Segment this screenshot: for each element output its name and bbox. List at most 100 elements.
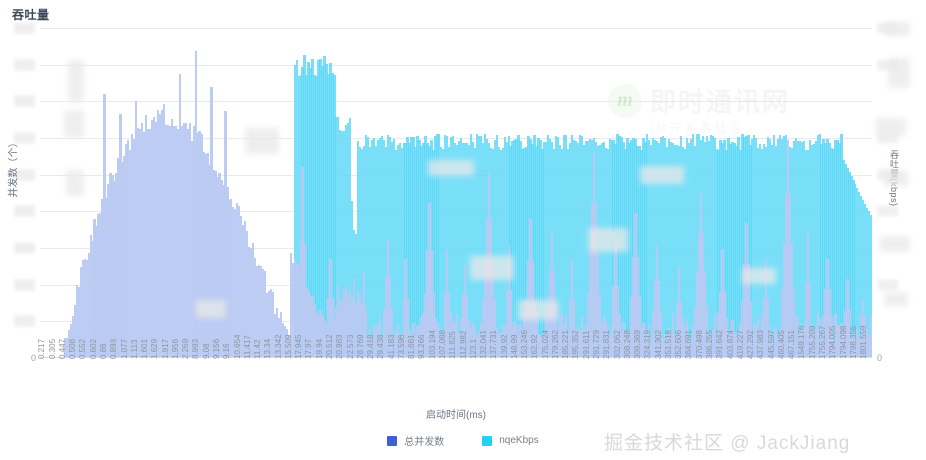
bar-concurrency xyxy=(281,323,284,358)
bar-concurrency xyxy=(501,324,504,358)
bar-nqekbps xyxy=(638,146,641,358)
bar-nqekbps xyxy=(493,139,496,358)
bar-concurrency xyxy=(162,103,166,358)
bar-concurrency xyxy=(598,292,601,358)
x-axis-tick-label: 0.305 xyxy=(47,338,57,359)
bar-concurrency xyxy=(683,325,687,358)
bar-nqekbps xyxy=(564,135,568,358)
x-axis-tick-label: 11.42 xyxy=(253,339,263,359)
bar-concurrency xyxy=(378,317,382,358)
x-axis-tick-label: 17.97 xyxy=(304,338,314,359)
bar-nqekbps xyxy=(457,140,461,358)
bar-concurrency xyxy=(792,288,796,358)
bar-concurrency xyxy=(511,325,514,358)
bar-concurrency xyxy=(525,299,528,358)
bar-nqekbps xyxy=(533,135,536,358)
bar-concurrency xyxy=(671,313,675,358)
bar-concurrency xyxy=(537,334,540,358)
bar-nqekbps xyxy=(650,145,653,358)
bar-concurrency xyxy=(396,323,399,358)
bar-nqekbps xyxy=(416,135,419,358)
bar-concurrency xyxy=(695,270,699,358)
bar-nqekbps xyxy=(578,135,582,358)
bar-concurrency xyxy=(630,296,633,358)
bar-concurrency xyxy=(242,224,245,358)
bar-nqekbps xyxy=(515,138,518,358)
legend-item-nqekbps[interactable]: nqeKbps xyxy=(482,435,539,446)
legend-item-concurrency[interactable]: 总并发数 xyxy=(387,433,444,448)
bar-nqekbps xyxy=(731,141,734,358)
chart-title: 吞吐量 xyxy=(12,8,50,22)
bar-nqekbps xyxy=(412,136,415,358)
bar-concurrency xyxy=(551,232,554,358)
bar-concurrency xyxy=(719,292,722,358)
bar-concurrency xyxy=(246,231,249,358)
bar-concurrency xyxy=(89,235,92,358)
bar-concurrency xyxy=(798,332,802,358)
bar-nqekbps xyxy=(349,117,352,358)
bar-concurrency xyxy=(440,334,443,358)
bar-concurrency xyxy=(160,109,164,358)
bar-concurrency xyxy=(751,334,754,358)
bar-nqekbps xyxy=(473,147,477,358)
bar-concurrency xyxy=(665,338,669,358)
bar-nqekbps xyxy=(695,133,699,358)
bar-concurrency xyxy=(253,257,257,358)
bar-nqekbps xyxy=(380,136,384,358)
bar-concurrency xyxy=(144,115,148,358)
bar-nqekbps xyxy=(539,140,542,358)
bar-concurrency xyxy=(862,298,865,358)
x-axis-tick-label: 179.262 xyxy=(550,330,560,359)
bar-concurrency xyxy=(489,218,492,358)
bar-concurrency xyxy=(784,193,788,358)
bar-concurrency xyxy=(370,338,374,358)
bar-nqekbps xyxy=(559,145,562,358)
bar-concurrency xyxy=(523,314,526,358)
bar-concurrency xyxy=(121,162,124,358)
x-axis-tick-label: 11.417 xyxy=(242,335,252,359)
y-axis-right-tick-obscured xyxy=(877,132,898,144)
x-axis-tick-label: 291.831 xyxy=(602,330,612,359)
bar-concurrency xyxy=(248,246,251,358)
bar-concurrency xyxy=(267,291,271,358)
bar-nqekbps xyxy=(624,148,627,358)
y-axis-left-tick-obscured xyxy=(14,279,35,291)
bar-concurrency xyxy=(707,335,710,358)
x-axis-tick-label: 10.654 xyxy=(232,334,242,359)
bar-concurrency xyxy=(776,336,780,358)
bar-concurrency xyxy=(842,329,845,358)
bar-concurrency xyxy=(517,335,520,358)
bar-nqekbps xyxy=(705,135,708,358)
bar-concurrency xyxy=(190,140,193,358)
bar-concurrency xyxy=(658,279,661,358)
bar-concurrency xyxy=(555,305,558,358)
bar-nqekbps xyxy=(735,145,738,358)
bar-concurrency xyxy=(467,319,471,358)
bar-concurrency xyxy=(840,322,843,358)
x-axis-tick-label: 1549.176 xyxy=(797,325,807,359)
bar-concurrency xyxy=(93,218,96,358)
bar-concurrency xyxy=(535,312,538,358)
bar-nqekbps xyxy=(454,143,457,358)
bar-concurrency xyxy=(806,232,809,358)
bar-nqekbps xyxy=(463,143,467,358)
gridline xyxy=(40,138,872,139)
bar-nqekbps xyxy=(858,191,861,358)
bar-concurrency xyxy=(463,265,467,358)
bar-concurrency xyxy=(576,327,580,358)
bar-concurrency xyxy=(131,134,134,358)
bar-nqekbps xyxy=(723,139,726,358)
bar-concurrency xyxy=(541,338,544,358)
x-axis-tick-label: 291.729 xyxy=(592,330,602,359)
x-axis-tick-label: 9.16 xyxy=(222,343,232,359)
bar-concurrency xyxy=(311,295,314,358)
bar-nqekbps xyxy=(774,145,778,358)
bar-concurrency xyxy=(626,331,629,358)
bar-concurrency xyxy=(533,299,536,358)
bar-nqekbps xyxy=(574,140,578,358)
bar-concurrency xyxy=(562,323,566,358)
bar-nqekbps xyxy=(727,138,730,358)
bar-concurrency xyxy=(182,122,185,358)
bar-concurrency xyxy=(91,240,94,358)
x-axis-tick-label: 324.319 xyxy=(643,330,653,359)
